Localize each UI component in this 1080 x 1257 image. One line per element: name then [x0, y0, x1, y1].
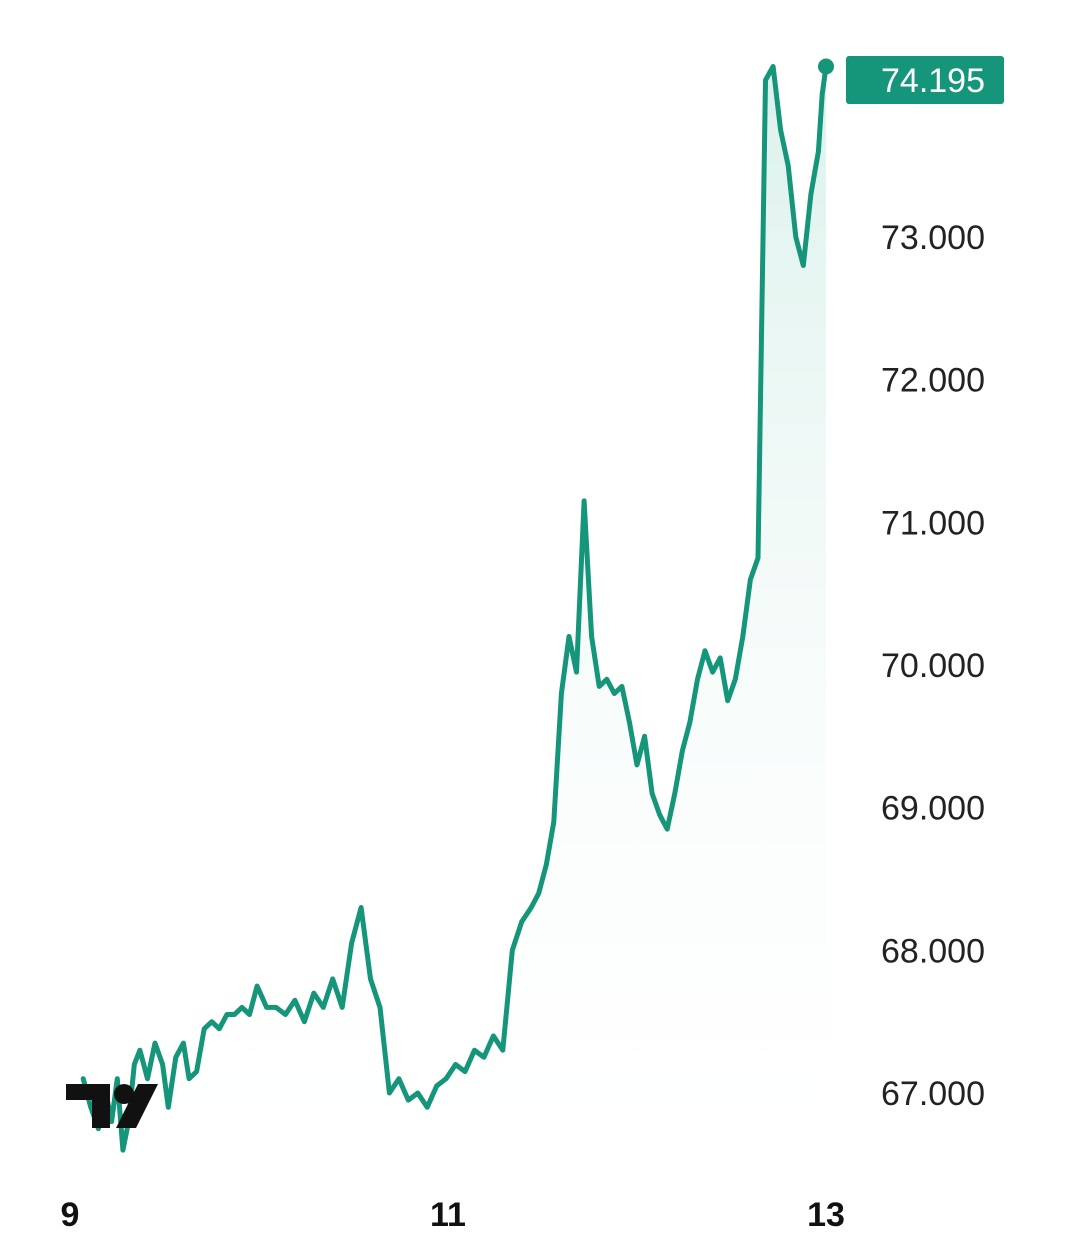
y-tick-label: 73.000 — [881, 219, 985, 257]
x-tick-label: 13 — [807, 1196, 845, 1234]
y-axis: 67.000 68.000 69.000 70.000 71.000 72.000 73.0… — [881, 219, 985, 1113]
tradingview-logo-icon — [66, 1084, 158, 1128]
last-price-point — [818, 58, 834, 75]
y-tick-label: 69.000 — [881, 790, 985, 828]
y-tick-label: 68.000 — [881, 932, 985, 970]
y-tick-label: 67.000 — [881, 1075, 985, 1113]
last-value-label: 74.195 — [846, 56, 1004, 104]
y-tick-label: 72.000 — [881, 362, 985, 400]
last-value-text: 74.195 — [881, 62, 985, 100]
x-tick-label: 9 — [61, 1196, 80, 1234]
logo-shape — [116, 1084, 158, 1128]
last-value-badge — [846, 56, 1004, 104]
y-tick-label: 70.000 — [881, 647, 985, 685]
logo-shape — [66, 1084, 110, 1128]
y-tick-label: 71.000 — [881, 504, 985, 542]
x-axis: 9 11 13 — [61, 1196, 845, 1234]
x-tick-label: 11 — [430, 1196, 466, 1234]
price-area — [83, 66, 826, 1160]
price-line-layer — [80, 58, 834, 1153]
logo-shape — [114, 1084, 134, 1104]
price-area-layer — [83, 66, 826, 1160]
price-line — [80, 64, 829, 1153]
